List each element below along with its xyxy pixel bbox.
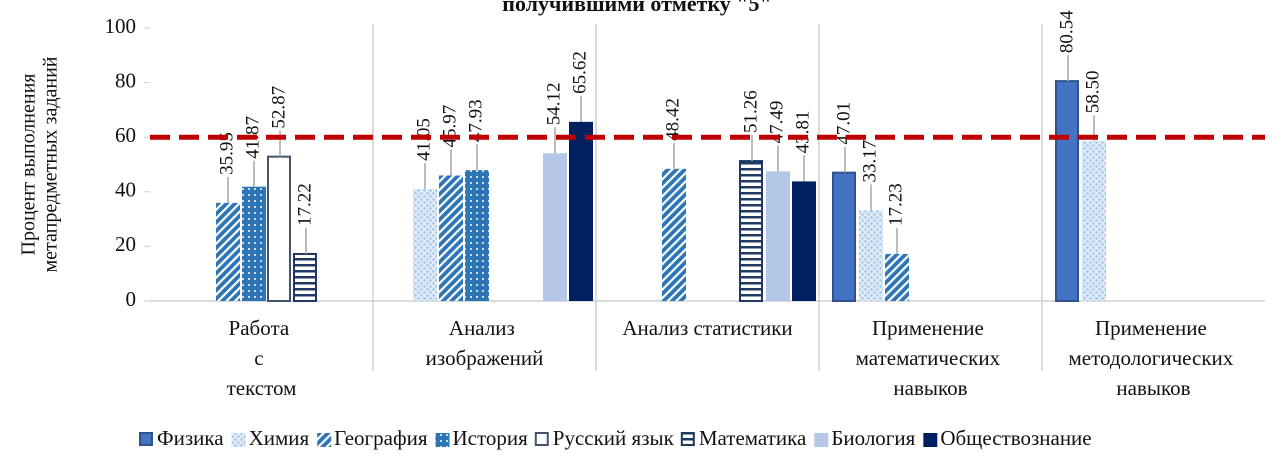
bar (293, 252, 317, 302)
data-label: 51.26 (740, 90, 761, 133)
data-label: 45.97 (439, 105, 460, 148)
chart-title: получившими отметку "5" (502, 0, 771, 16)
bar (739, 160, 763, 302)
legend-marker (680, 432, 695, 446)
y-tick-label: 60 (115, 123, 136, 147)
legend-marker (231, 433, 246, 447)
x-tick-label: Применение математических навыков (856, 316, 1006, 400)
x-tick-label: Работа с текстом (227, 316, 297, 400)
bar (832, 171, 856, 302)
legend-label: Физика (157, 426, 224, 450)
bar (267, 155, 291, 302)
data-label: 43.81 (792, 111, 813, 154)
legend-label: История (452, 426, 528, 450)
bar (792, 181, 816, 301)
data-label: 47.49 (766, 101, 787, 144)
bar (662, 168, 686, 301)
bar (1082, 141, 1106, 301)
legend-label: Химия (249, 426, 310, 450)
legend-marker (534, 432, 549, 446)
legend-marker (317, 433, 332, 447)
bar (766, 171, 790, 301)
legend-label: Биология (831, 426, 915, 450)
data-label: 65.62 (569, 51, 590, 94)
data-label: 47.93 (465, 99, 486, 142)
legend-label: География (334, 426, 428, 450)
y-axis-label: Процент выполнения (18, 74, 40, 256)
bar (216, 202, 240, 301)
x-tick-label: Анализ статистики (622, 316, 792, 340)
y-tick-label: 100 (105, 14, 137, 38)
y-tick-label: 40 (115, 178, 136, 202)
bar (439, 175, 463, 301)
y-tick-label: 80 (115, 68, 136, 92)
x-tick-label: Анализ изображений (426, 316, 544, 370)
legend-label: Обществознание (940, 426, 1091, 450)
data-label: 17.22 (294, 183, 315, 226)
data-label: 47.01 (833, 102, 854, 145)
legend-marker (139, 432, 153, 446)
data-label: 52.87 (268, 86, 289, 129)
data-label: 17.23 (885, 183, 906, 226)
data-label: 48.42 (662, 98, 683, 141)
data-label: 80.54 (1056, 10, 1077, 53)
data-label: 33.17 (859, 140, 880, 183)
data-label: 35.95 (216, 132, 237, 175)
data-label: 54.12 (543, 83, 564, 126)
legend-label: Математика (699, 426, 807, 450)
bar (413, 188, 437, 301)
bar (465, 170, 489, 301)
y-tick-label: 0 (126, 287, 137, 311)
bar (543, 153, 567, 301)
bar (859, 210, 883, 301)
legend-marker (923, 433, 938, 447)
bar (885, 253, 909, 301)
x-tick-label: Применение методологических навыков (1068, 316, 1238, 400)
y-axis-label: метапредметных заданий (40, 56, 62, 272)
bar (242, 186, 266, 301)
bar (569, 121, 593, 302)
data-label: 58.50 (1082, 71, 1103, 114)
legend-label: Русский язык (553, 426, 675, 450)
legend-marker (435, 433, 450, 447)
y-tick-label: 20 (115, 232, 136, 256)
bar (1055, 80, 1079, 303)
legend-marker (814, 433, 829, 447)
